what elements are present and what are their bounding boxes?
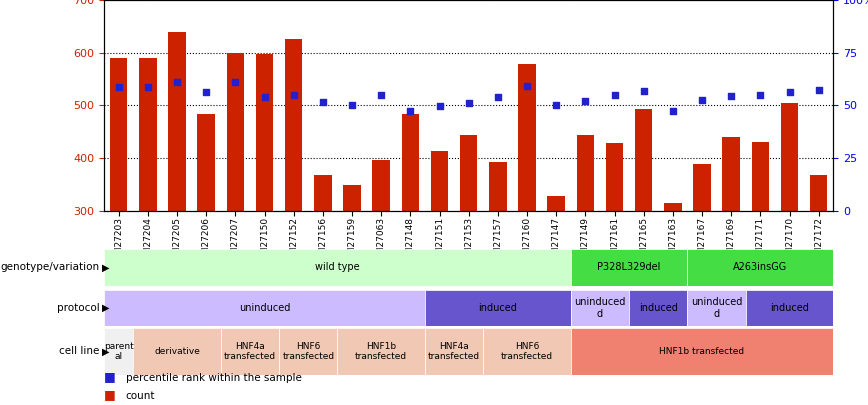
FancyBboxPatch shape [571, 290, 629, 326]
Point [404, 107, 418, 114]
Point [753, 92, 767, 98]
Text: count: count [126, 391, 155, 401]
Bar [344, 185, 361, 211]
FancyBboxPatch shape [104, 290, 425, 326]
Text: induced: induced [770, 303, 809, 313]
Bar [402, 114, 419, 211]
FancyBboxPatch shape [687, 290, 746, 326]
FancyBboxPatch shape [483, 328, 571, 375]
FancyBboxPatch shape [687, 249, 833, 286]
Text: HNF6
transfected: HNF6 transfected [501, 342, 553, 361]
Point [695, 97, 709, 103]
Text: ■: ■ [104, 388, 116, 401]
FancyBboxPatch shape [220, 328, 279, 375]
Point [432, 103, 446, 110]
FancyBboxPatch shape [279, 328, 338, 375]
Bar [431, 151, 448, 211]
Point [112, 83, 126, 90]
FancyBboxPatch shape [104, 249, 571, 286]
Bar [139, 58, 156, 211]
Point [520, 83, 534, 89]
Point [286, 92, 300, 98]
Point [200, 89, 214, 96]
Text: derivative: derivative [155, 347, 200, 356]
Point [637, 87, 651, 94]
Text: uninduced
d: uninduced d [691, 297, 742, 319]
Text: HNF6
transfected: HNF6 transfected [282, 342, 334, 361]
Text: ▶: ▶ [102, 262, 110, 272]
Text: HNF1b transfected: HNF1b transfected [660, 347, 745, 356]
Point [812, 86, 825, 93]
Bar [460, 135, 477, 211]
Point [462, 100, 476, 106]
Text: cell line: cell line [59, 346, 100, 356]
Point [578, 98, 592, 104]
Point [316, 98, 330, 105]
Point [608, 92, 621, 98]
Bar [518, 64, 536, 211]
Text: genotype/variation: genotype/variation [1, 262, 100, 272]
Bar [752, 142, 769, 211]
Text: uninduced
d: uninduced d [575, 297, 626, 319]
Text: HNF4a
transfected: HNF4a transfected [428, 342, 480, 361]
Text: induced: induced [478, 303, 517, 313]
Bar [227, 53, 244, 211]
Bar [285, 40, 302, 211]
FancyBboxPatch shape [571, 328, 833, 375]
FancyBboxPatch shape [425, 290, 571, 326]
FancyBboxPatch shape [134, 328, 220, 375]
FancyBboxPatch shape [104, 328, 134, 375]
Point [258, 94, 272, 101]
Bar [664, 202, 681, 211]
Bar [694, 164, 711, 211]
Bar [256, 54, 273, 211]
Point [783, 89, 797, 96]
Text: A263insGG: A263insGG [733, 262, 787, 272]
Text: ■: ■ [104, 370, 116, 383]
Text: percentile rank within the sample: percentile rank within the sample [126, 373, 302, 383]
Bar [110, 58, 128, 211]
Text: uninduced: uninduced [239, 303, 290, 313]
Point [170, 78, 184, 85]
Bar [635, 109, 653, 211]
Text: ▶: ▶ [102, 346, 110, 356]
Bar [372, 160, 390, 211]
Bar [606, 143, 623, 211]
Text: HNF4a
transfected: HNF4a transfected [224, 342, 276, 361]
Bar [548, 196, 565, 211]
Bar [576, 135, 594, 211]
Bar [198, 114, 215, 211]
Point [345, 102, 359, 109]
Bar [810, 175, 827, 211]
Bar [781, 103, 799, 211]
Point [374, 92, 388, 98]
Bar [490, 162, 507, 211]
FancyBboxPatch shape [746, 290, 833, 326]
Text: induced: induced [639, 303, 678, 313]
FancyBboxPatch shape [629, 290, 687, 326]
FancyBboxPatch shape [425, 328, 483, 375]
Point [141, 83, 155, 90]
Text: ▶: ▶ [102, 303, 110, 313]
Point [549, 102, 563, 109]
Text: protocol: protocol [57, 303, 100, 313]
Point [666, 107, 680, 114]
FancyBboxPatch shape [571, 249, 687, 286]
Text: HNF1b
transfected: HNF1b transfected [355, 342, 407, 361]
Text: P328L329del: P328L329del [597, 262, 661, 272]
Text: parent
al: parent al [104, 342, 134, 361]
Bar [722, 137, 740, 211]
Bar [314, 175, 332, 211]
FancyBboxPatch shape [338, 328, 425, 375]
Point [724, 93, 738, 99]
Text: wild type: wild type [315, 262, 360, 272]
Point [228, 78, 242, 85]
Point [491, 94, 505, 101]
Bar [168, 32, 186, 211]
